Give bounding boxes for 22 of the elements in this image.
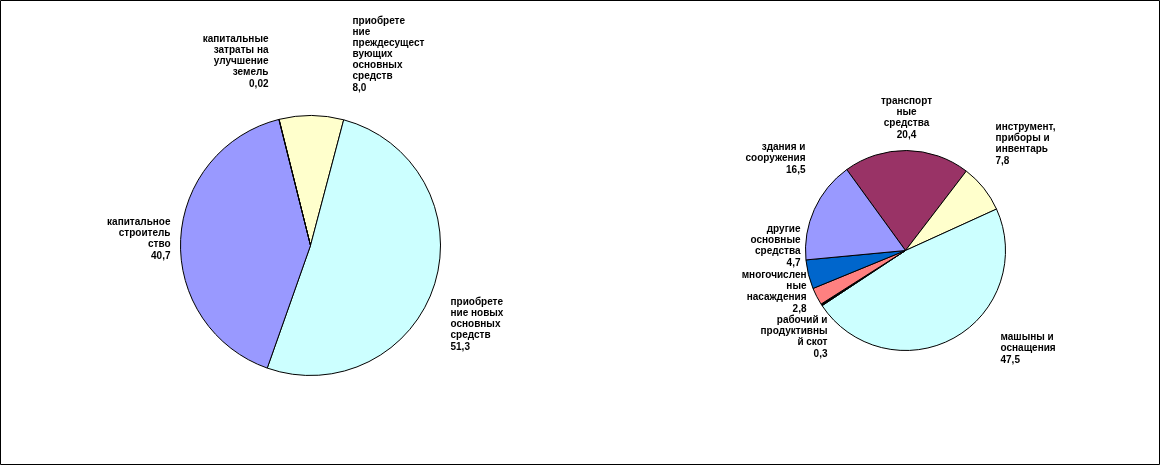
slice-label: другие основные средства [750,223,801,256]
slice-label: машыны и оснащения [1000,331,1056,353]
data-label: 7,8 [995,154,1010,166]
data-label: 51,3 [450,340,471,352]
slice-label: рабочий и продуктивны й скот [760,314,828,347]
data-label: 20,4 [896,128,917,140]
data-label: 4,7 [786,256,801,268]
data-label: 8,0 [352,81,367,93]
data-label: 2,8 [792,302,807,314]
data-label: 40,7 [151,249,171,261]
data-label: 0,3 [813,347,828,359]
data-label: 0,02 [249,77,269,89]
slice-label: приобрете ние новых основных средств [450,296,504,340]
slice-label: многочислен ные насаждения [741,269,807,302]
slice-label: капитальное строитель ство [107,216,171,249]
data-label: 47,5 [1000,353,1021,365]
slice-label: здания и сооружения [745,141,806,163]
data-label: 16,5 [786,163,806,175]
slice-label: инструмент, приборы и инвентарь [995,121,1056,154]
slice-label: приобрете ние преждесущест вующих основных средств [352,15,425,81]
slice-label: транспорт ные средства [880,95,933,128]
slice-label: капитальные затраты на улучшение земель [202,33,269,77]
